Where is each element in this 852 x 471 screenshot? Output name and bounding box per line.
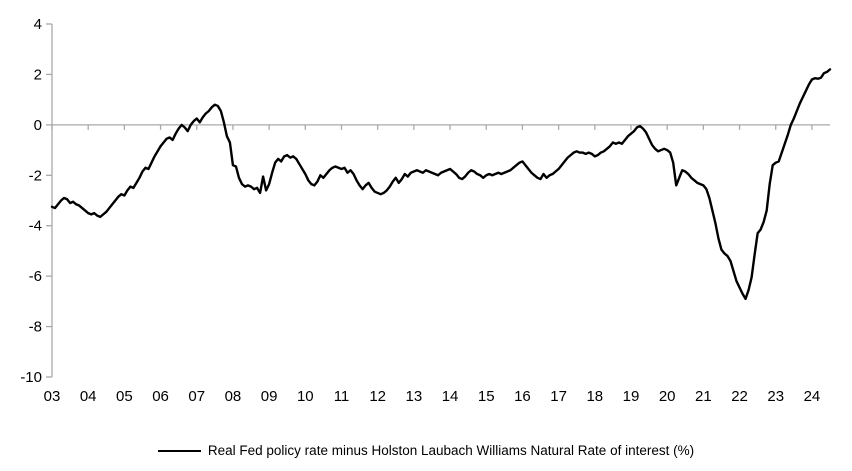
y-tick-label: -6 — [29, 268, 42, 285]
y-tick-label: -2 — [29, 167, 42, 184]
legend-line-swatch — [157, 449, 201, 452]
x-tick-label: 06 — [152, 388, 169, 405]
x-tick-label: 18 — [586, 388, 603, 405]
x-tick-label: 03 — [44, 388, 61, 405]
x-tick-label: 23 — [767, 388, 784, 405]
x-tick-label: 11 — [334, 388, 350, 405]
x-tick-label: 07 — [188, 388, 205, 405]
legend: Real Fed policy rate minus Holston Lauba… — [0, 443, 852, 458]
x-tick-label: 22 — [731, 388, 748, 405]
y-tick-label: -4 — [29, 218, 42, 235]
x-tick-label: 20 — [659, 388, 676, 405]
x-tick-label: 13 — [406, 388, 423, 405]
y-axis: 4 2 0 -2 -4 -6 -8 -10 — [20, 16, 53, 386]
x-tick-label: 12 — [369, 388, 386, 405]
y-tick-label: 0 — [34, 117, 42, 134]
y-tick-label: -10 — [20, 369, 42, 386]
x-tick-label: 09 — [261, 388, 278, 405]
x-tick-label: 08 — [225, 388, 242, 405]
x-tick-label: 14 — [442, 388, 459, 405]
x-tick-label: 05 — [116, 388, 133, 405]
y-tick-label: 4 — [34, 16, 42, 33]
series-line — [50, 68, 832, 301]
legend-series-label: Real Fed policy rate minus Holston Lauba… — [207, 443, 695, 458]
x-tick-label: 16 — [514, 388, 531, 405]
x-tick-label: 19 — [623, 388, 640, 405]
x-tick-label: 24 — [804, 388, 821, 405]
x-tick-label: 10 — [297, 388, 314, 405]
x-tick-label: 15 — [478, 388, 495, 405]
x-axis: 03 04 05 06 07 08 09 10 11 12 13 14 15 16 17 18 19 20 21 22… — [44, 124, 830, 405]
x-tick-label: 04 — [80, 388, 97, 405]
x-tick-label: 17 — [550, 388, 567, 405]
x-tick-label: 21 — [695, 388, 712, 405]
y-tick-label: 2 — [34, 66, 42, 83]
y-tick-label: -8 — [29, 319, 42, 336]
